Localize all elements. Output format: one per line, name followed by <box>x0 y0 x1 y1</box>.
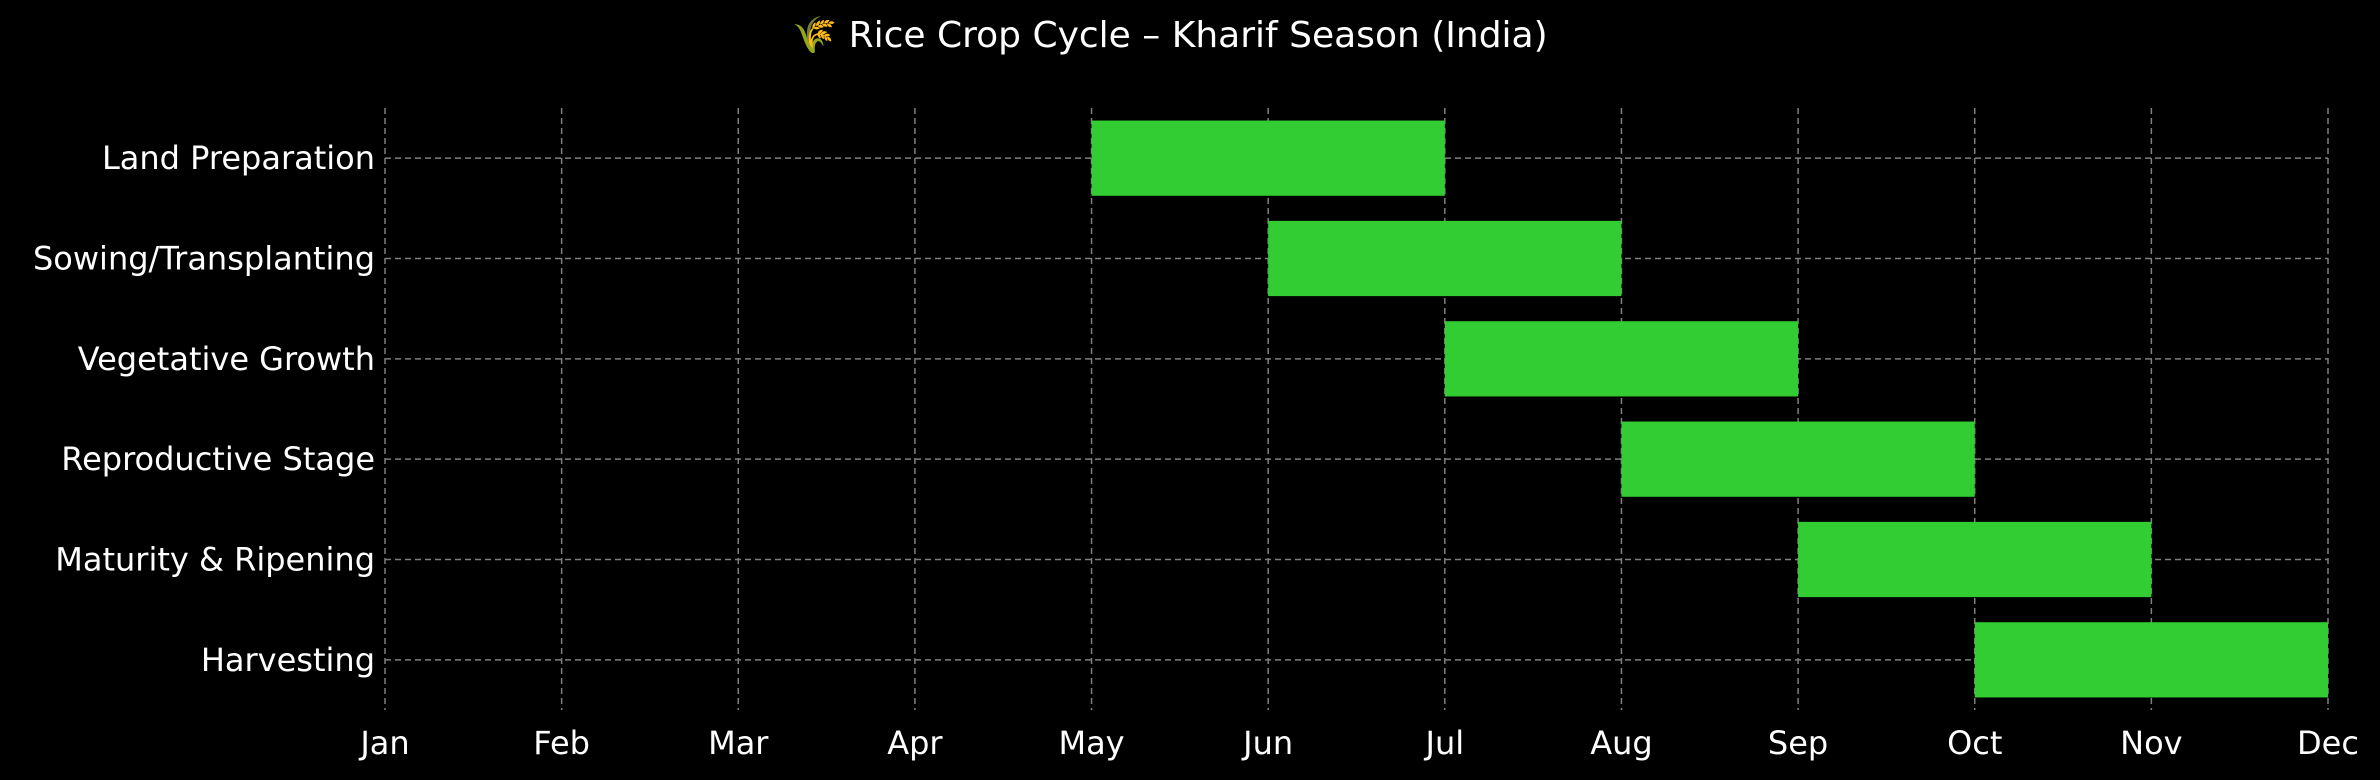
task-bar <box>1091 120 1445 196</box>
task-label: Sowing/Transplanting <box>33 240 375 278</box>
task-bar <box>1444 321 1799 397</box>
task-label-layer: Land Preparation Sowing/Transplanting Vege… <box>33 139 375 679</box>
x-tick-label-sep: Sep <box>1768 724 1828 762</box>
x-tick-label-mar: Mar <box>708 724 769 762</box>
task-bar <box>1268 220 1622 297</box>
x-tick-label-dec: Dec <box>2297 724 2359 762</box>
task-bar <box>1974 622 2328 698</box>
bar-layer <box>1091 120 2328 698</box>
x-tick-label-aug: Aug <box>1590 724 1652 762</box>
x-tick-label-feb: Feb <box>533 724 590 762</box>
task-label: Vegetative Growth <box>78 340 375 378</box>
x-tick-label-jul: Jul <box>1424 724 1465 762</box>
task-bar <box>1798 521 2152 598</box>
x-tick-label-nov: Nov <box>2120 724 2182 762</box>
x-tick-layer: Jan Feb Mar Apr May Jun Jul Aug Sep Oct Nov Dec <box>358 724 2359 762</box>
task-label: Harvesting <box>201 641 375 679</box>
grid-layer <box>384 108 2329 710</box>
task-label: Reproductive Stage <box>61 440 375 478</box>
task-bar <box>1621 421 1975 497</box>
chart-title: 🌾 Rice Crop Cycle – Kharif Season (India… <box>792 15 1547 56</box>
x-tick-label-apr: Apr <box>887 724 943 762</box>
x-tick-label-jan: Jan <box>358 724 409 762</box>
task-label: Land Preparation <box>102 139 375 177</box>
task-label: Maturity & Ripening <box>55 541 375 579</box>
x-tick-label-may: May <box>1058 724 1124 762</box>
x-tick-label-oct: Oct <box>1947 724 2002 762</box>
x-tick-label-jun: Jun <box>1241 724 1293 762</box>
